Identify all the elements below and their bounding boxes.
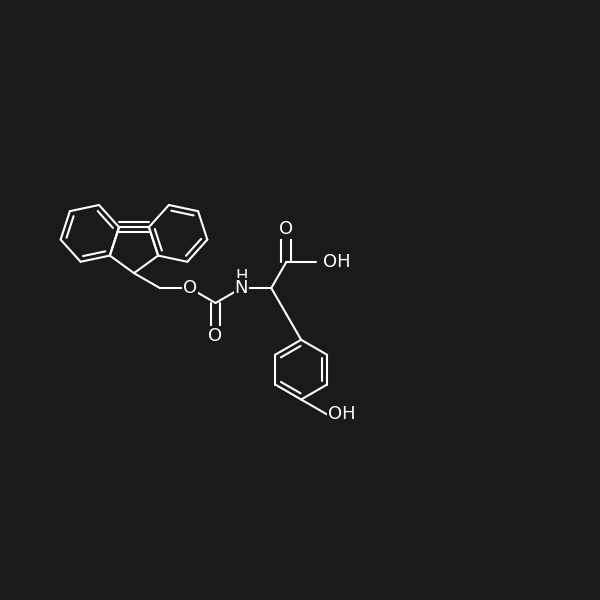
Text: O: O (279, 220, 293, 238)
Text: OH: OH (328, 406, 356, 424)
Text: H: H (235, 268, 248, 286)
Text: O: O (182, 279, 197, 297)
Text: O: O (208, 327, 223, 345)
Text: N: N (235, 279, 248, 297)
Text: OH: OH (323, 253, 351, 271)
